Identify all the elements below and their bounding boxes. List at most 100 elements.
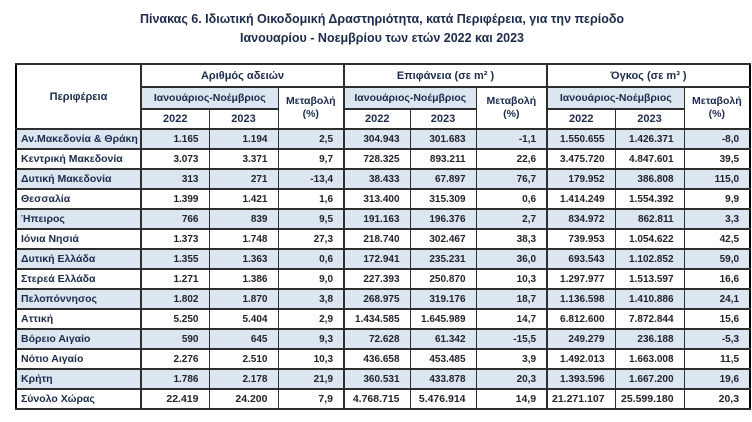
table-title-line1: Πίνακας 6. Ιδιωτική Οικοδομική Δραστηριό… <box>139 12 625 26</box>
value-cell: 21,9 <box>277 368 345 390</box>
table-row: Πελοπόννησος 1.802 1.870 3,8 268.975 319.176 1… <box>15 288 751 310</box>
value-cell: 386.808 <box>614 168 685 190</box>
region-cell: Στερεά Ελλάδα <box>15 268 142 290</box>
region-cell: Ήπειρος <box>15 208 142 230</box>
value-cell: 315.309 <box>409 188 477 210</box>
value-cell: 25.599.180 <box>614 388 685 410</box>
value-cell: 3,9 <box>475 348 548 370</box>
table-row: Θεσσαλία 1.399 1.421 1,6 313.400 315.309 0,6 1.… <box>15 188 751 210</box>
value-cell: 1.550.655 <box>546 128 616 150</box>
value-cell: 268.975 <box>343 288 411 310</box>
region-cell: Κρήτη <box>15 368 142 390</box>
value-cell: 39,5 <box>683 148 751 170</box>
value-cell: 27,3 <box>277 228 345 250</box>
table-row: Ήπειρος 766 839 9,5 191.163 196.376 2,7 834.972… <box>15 208 751 230</box>
value-cell: 319.176 <box>409 288 477 310</box>
value-cell: 1.102.852 <box>614 248 685 270</box>
value-cell: 1.399 <box>140 188 210 210</box>
value-cell: 61.342 <box>409 328 477 350</box>
value-cell: 766 <box>140 208 210 230</box>
value-cell: 3,3 <box>683 208 751 230</box>
value-cell: 1.297.977 <box>546 268 616 290</box>
value-cell: 15,6 <box>683 308 751 330</box>
value-cell: -15,5 <box>475 328 548 350</box>
value-cell: 1.410.886 <box>614 288 685 310</box>
document-page: Πίνακας 6. Ιδιωτική Οικοδομική Δραστηριό… <box>0 10 752 422</box>
value-cell: 36,0 <box>475 248 548 270</box>
value-cell: 1.054.622 <box>614 228 685 250</box>
region-cell: Θεσσαλία <box>15 188 142 210</box>
value-cell: 10,3 <box>475 268 548 290</box>
period-header-volume: Ιανουάριος-Νοέμβριος <box>546 86 685 110</box>
value-cell: 5.250 <box>140 308 210 330</box>
year-header-volume-2022: 2022 <box>546 108 616 130</box>
value-cell: 893.211 <box>409 148 477 170</box>
value-cell: 218.740 <box>343 228 411 250</box>
table-row: Αττική 5.250 5.404 2,9 1.434.585 1.645.989 14,… <box>15 308 751 330</box>
value-cell: 9,3 <box>277 328 345 350</box>
value-cell: 249.279 <box>546 328 616 350</box>
value-cell: 2.510 <box>208 348 279 370</box>
value-cell: 590 <box>140 328 210 350</box>
change-header-permits: Μεταβολή (%) <box>277 86 345 130</box>
value-cell: 1.355 <box>140 248 210 270</box>
value-cell: 67.897 <box>409 168 477 190</box>
value-cell: 0,6 <box>277 248 345 270</box>
year-header-permits-2022: 2022 <box>140 108 210 130</box>
value-cell: 20,3 <box>475 368 548 390</box>
value-cell: 2,7 <box>475 208 548 230</box>
value-cell: 16,6 <box>683 268 751 290</box>
value-cell: 76,7 <box>475 168 548 190</box>
value-cell: 9,9 <box>683 188 751 210</box>
group-header-permits: Αριθμός αδειών <box>139 63 345 88</box>
period-header-surface: Ιανουάριος-Νοέμβριος <box>343 86 477 110</box>
value-cell: 196.376 <box>409 208 477 230</box>
value-cell: 42,5 <box>683 228 751 250</box>
value-cell: 2,9 <box>277 308 345 330</box>
value-cell: 728.325 <box>343 148 411 170</box>
period-header-permits: Ιανουάριος-Νοέμβριος <box>140 86 279 110</box>
value-cell: 236.188 <box>614 328 685 350</box>
value-cell: 2.276 <box>140 348 210 370</box>
value-cell: 433.878 <box>409 368 477 390</box>
table-row: Νότιο Αιγαίο 2.276 2.510 10,3 436.658 453.485… <box>15 348 751 370</box>
region-cell: Ιόνια Νησιά <box>15 228 142 250</box>
value-cell: 7.872.844 <box>614 308 685 330</box>
value-cell: 3.073 <box>140 148 210 170</box>
value-cell: 1.386 <box>208 268 279 290</box>
value-cell: 19,6 <box>683 368 751 390</box>
value-cell: 3.475.720 <box>546 148 616 170</box>
building-activity-table: Περιφέρεια Αριθμός αδειών Επιφάνεια (σε … <box>15 63 752 410</box>
value-cell: 304.943 <box>343 128 411 150</box>
value-cell: 38,3 <box>475 228 548 250</box>
value-cell: 834.972 <box>546 208 616 230</box>
value-cell: 2.178 <box>208 368 279 390</box>
region-cell: Βόρειο Αιγαίο <box>15 328 142 350</box>
table-row: Βόρειο Αιγαίο 590 645 9,3 72.628 61.342 -15,5 2… <box>15 328 751 350</box>
region-cell: Αν.Μακεδονία & Θράκη <box>15 128 142 150</box>
value-cell: 5.476.914 <box>409 388 477 410</box>
table-row: Κεντρική Μακεδονία 3.073 3.371 9,7 728.325 89… <box>15 148 751 170</box>
value-cell: 59,0 <box>683 248 751 270</box>
value-cell: 1.271 <box>140 268 210 290</box>
table-row: Δυτική Ελλάδα 1.355 1.363 0,6 172.941 235.231… <box>15 248 751 270</box>
value-cell: 22,6 <box>475 148 548 170</box>
value-cell: 227.393 <box>343 268 411 290</box>
value-cell: 1.645.989 <box>409 308 477 330</box>
value-cell: 1.414.249 <box>546 188 616 210</box>
value-cell: 1,6 <box>277 188 345 210</box>
value-cell: 1.426.371 <box>614 128 685 150</box>
value-cell: 1.663.008 <box>614 348 685 370</box>
value-cell: 11,5 <box>683 348 751 370</box>
region-cell: Δυτική Ελλάδα <box>15 248 142 270</box>
value-cell: 1.870 <box>208 288 279 310</box>
value-cell: 9,0 <box>277 268 345 290</box>
value-cell: 72.628 <box>343 328 411 350</box>
value-cell: 1.421 <box>208 188 279 210</box>
value-cell: 22.419 <box>140 388 210 410</box>
value-cell: 1.786 <box>140 368 210 390</box>
value-cell: 235.231 <box>409 248 477 270</box>
value-cell: 3,8 <box>277 288 345 310</box>
value-cell: 9,5 <box>277 208 345 230</box>
value-cell: 271 <box>208 168 279 190</box>
